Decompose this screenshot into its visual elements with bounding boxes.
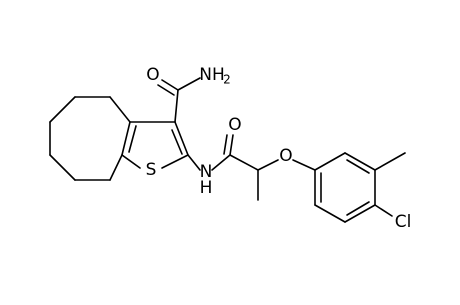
atom-label: Cl xyxy=(395,212,412,232)
atom-subscript: 2 xyxy=(223,73,231,87)
atom-label: S xyxy=(146,160,157,180)
atom-label: O xyxy=(228,115,241,135)
atom-label: N xyxy=(200,162,213,182)
atom-label: O xyxy=(279,146,292,166)
atom-label: NH xyxy=(199,65,225,85)
bonds xyxy=(49,77,406,223)
atom-label: H xyxy=(200,178,213,198)
atom-label: O xyxy=(146,65,159,85)
